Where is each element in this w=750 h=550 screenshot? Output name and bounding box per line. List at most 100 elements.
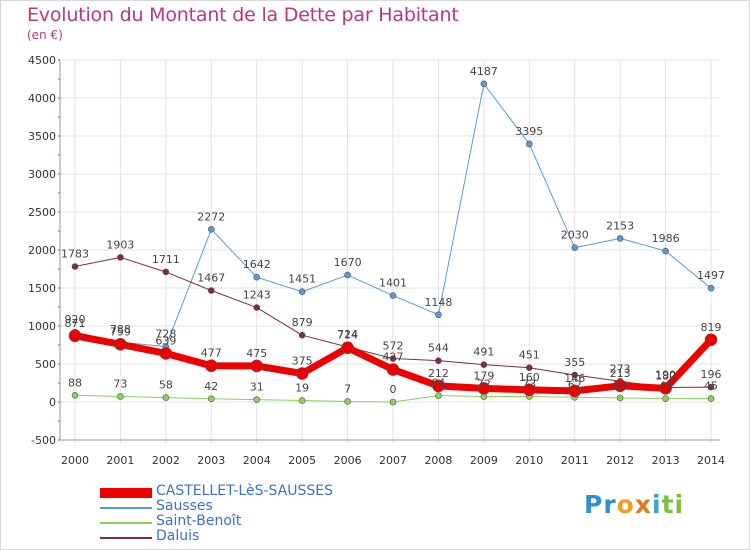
data-label-sausses: 1451 xyxy=(288,273,316,286)
data-label-sausses: 728 xyxy=(155,328,176,341)
data-point-castellet-l-s-sausses xyxy=(568,384,582,398)
data-label-daluis: 451 xyxy=(519,349,540,362)
logo-letter: r xyxy=(603,490,617,519)
data-label-saint-beno-t: 19 xyxy=(295,382,309,395)
x-tick-label: 2006 xyxy=(334,454,362,467)
legend-swatch xyxy=(100,522,152,524)
x-tick-label: 2008 xyxy=(424,454,452,467)
data-label-castellet-l-s-sausses: 639 xyxy=(155,334,176,347)
data-label-saint-beno-t: 62 xyxy=(568,378,582,391)
y-tick-label: 4500 xyxy=(28,54,56,67)
data-label-daluis: 572 xyxy=(383,340,404,353)
data-point-castellet-l-s-sausses xyxy=(204,359,218,373)
data-label-saint-beno-t: 42 xyxy=(204,380,218,393)
y-tick-label: 1000 xyxy=(28,320,56,333)
x-tick-label: 2003 xyxy=(197,454,225,467)
data-point-castellet-l-s-sausses xyxy=(477,382,491,395)
chart-subtitle: (en €) xyxy=(27,28,63,42)
x-tick-label: 2010 xyxy=(515,454,543,467)
data-label-sausses: 4187 xyxy=(470,65,498,78)
data-label-daluis: 1783 xyxy=(61,247,89,260)
y-tick-label: 1500 xyxy=(28,282,56,295)
data-point-sausses xyxy=(207,226,215,233)
legend-swatch xyxy=(100,537,152,539)
data-point-castellet-l-s-sausses xyxy=(68,329,82,343)
data-label-sausses: 1670 xyxy=(334,256,362,269)
data-point-saint-beno-t xyxy=(207,395,215,403)
data-point-sausses xyxy=(389,292,397,299)
legend-label: Sausses xyxy=(156,498,213,514)
data-label-saint-beno-t: 84 xyxy=(431,377,445,390)
data-label-sausses: 920 xyxy=(65,313,86,326)
proxiti-logo: Proxiti xyxy=(584,490,684,519)
data-point-castellet-l-s-sausses xyxy=(659,382,672,395)
data-point-saint-beno-t xyxy=(662,395,669,402)
data-point-castellet-l-s-sausses xyxy=(432,379,445,393)
logo-letter: x xyxy=(634,490,652,519)
data-point-castellet-l-s-sausses xyxy=(704,333,718,347)
data-point-saint-beno-t xyxy=(117,393,124,400)
x-tick-label: 2004 xyxy=(243,454,271,467)
data-point-saint-beno-t xyxy=(162,394,170,401)
x-tick-label: 2011 xyxy=(561,454,589,467)
data-label-sausses: 2153 xyxy=(606,219,634,232)
data-label-sausses: 1642 xyxy=(243,258,271,271)
data-point-sausses xyxy=(525,140,533,148)
data-label-sausses: 1497 xyxy=(697,269,725,282)
legend-label: Daluis xyxy=(156,528,200,544)
data-point-castellet-l-s-sausses xyxy=(159,347,173,360)
data-label-castellet-l-s-sausses: 475 xyxy=(246,347,267,360)
data-point-daluis xyxy=(707,383,715,391)
data-label-saint-beno-t: 31 xyxy=(250,381,264,394)
data-label-daluis: 1711 xyxy=(152,253,180,266)
data-point-castellet-l-s-sausses xyxy=(522,383,536,397)
data-point-saint-beno-t xyxy=(616,394,624,402)
x-tick-label: 2012 xyxy=(606,454,634,467)
data-point-sausses xyxy=(298,288,306,296)
y-tick-label: 2500 xyxy=(28,206,56,219)
x-tick-label: 2005 xyxy=(288,454,316,467)
data-label-sausses: 1986 xyxy=(652,232,680,245)
data-label-castellet-l-s-sausses: 179 xyxy=(473,369,494,382)
data-label-saint-beno-t: 73 xyxy=(522,377,536,390)
data-point-saint-beno-t xyxy=(707,395,715,402)
data-label-sausses: 3395 xyxy=(515,125,543,138)
data-label-castellet-l-s-sausses: 213 xyxy=(610,367,631,380)
legend-swatch xyxy=(100,507,152,509)
data-label-sausses: 2272 xyxy=(197,210,225,223)
data-point-daluis xyxy=(435,357,442,364)
data-point-sausses xyxy=(253,273,261,281)
data-label-daluis: 491 xyxy=(473,346,494,359)
data-label-saint-beno-t: 7 xyxy=(344,382,351,395)
x-tick-label: 2009 xyxy=(470,454,498,467)
data-point-daluis xyxy=(298,331,306,339)
y-tick-label: 500 xyxy=(35,358,56,371)
data-point-daluis xyxy=(389,355,397,362)
data-point-sausses xyxy=(435,311,442,319)
data-label-daluis: 1467 xyxy=(197,272,225,285)
data-point-daluis xyxy=(480,361,488,368)
data-label-sausses: 1148 xyxy=(424,296,452,309)
x-tick-label: 2007 xyxy=(379,454,407,467)
data-point-sausses xyxy=(571,244,579,252)
data-point-saint-beno-t xyxy=(253,396,261,403)
data-point-sausses xyxy=(344,271,351,279)
y-tick-label: -500 xyxy=(31,434,56,447)
data-point-sausses xyxy=(616,235,624,242)
y-tick-label: 4000 xyxy=(28,92,56,105)
data-label-daluis: 1243 xyxy=(243,289,271,302)
data-label-castellet-l-s-sausses: 714 xyxy=(337,329,358,342)
data-point-daluis xyxy=(162,268,170,276)
legend-label: Saint-Benoît xyxy=(156,513,242,529)
data-point-sausses xyxy=(707,284,715,292)
data-point-castellet-l-s-sausses xyxy=(386,363,400,376)
data-label-daluis: 196 xyxy=(701,368,722,381)
data-label-saint-beno-t: 0 xyxy=(390,383,397,396)
data-point-sausses xyxy=(662,247,669,255)
data-point-sausses xyxy=(480,80,488,88)
data-label-castellet-l-s-sausses: 375 xyxy=(292,355,313,368)
data-label-saint-beno-t: 88 xyxy=(68,376,82,389)
data-label-daluis: 190 xyxy=(655,369,676,382)
data-label-daluis: 1903 xyxy=(106,238,134,251)
